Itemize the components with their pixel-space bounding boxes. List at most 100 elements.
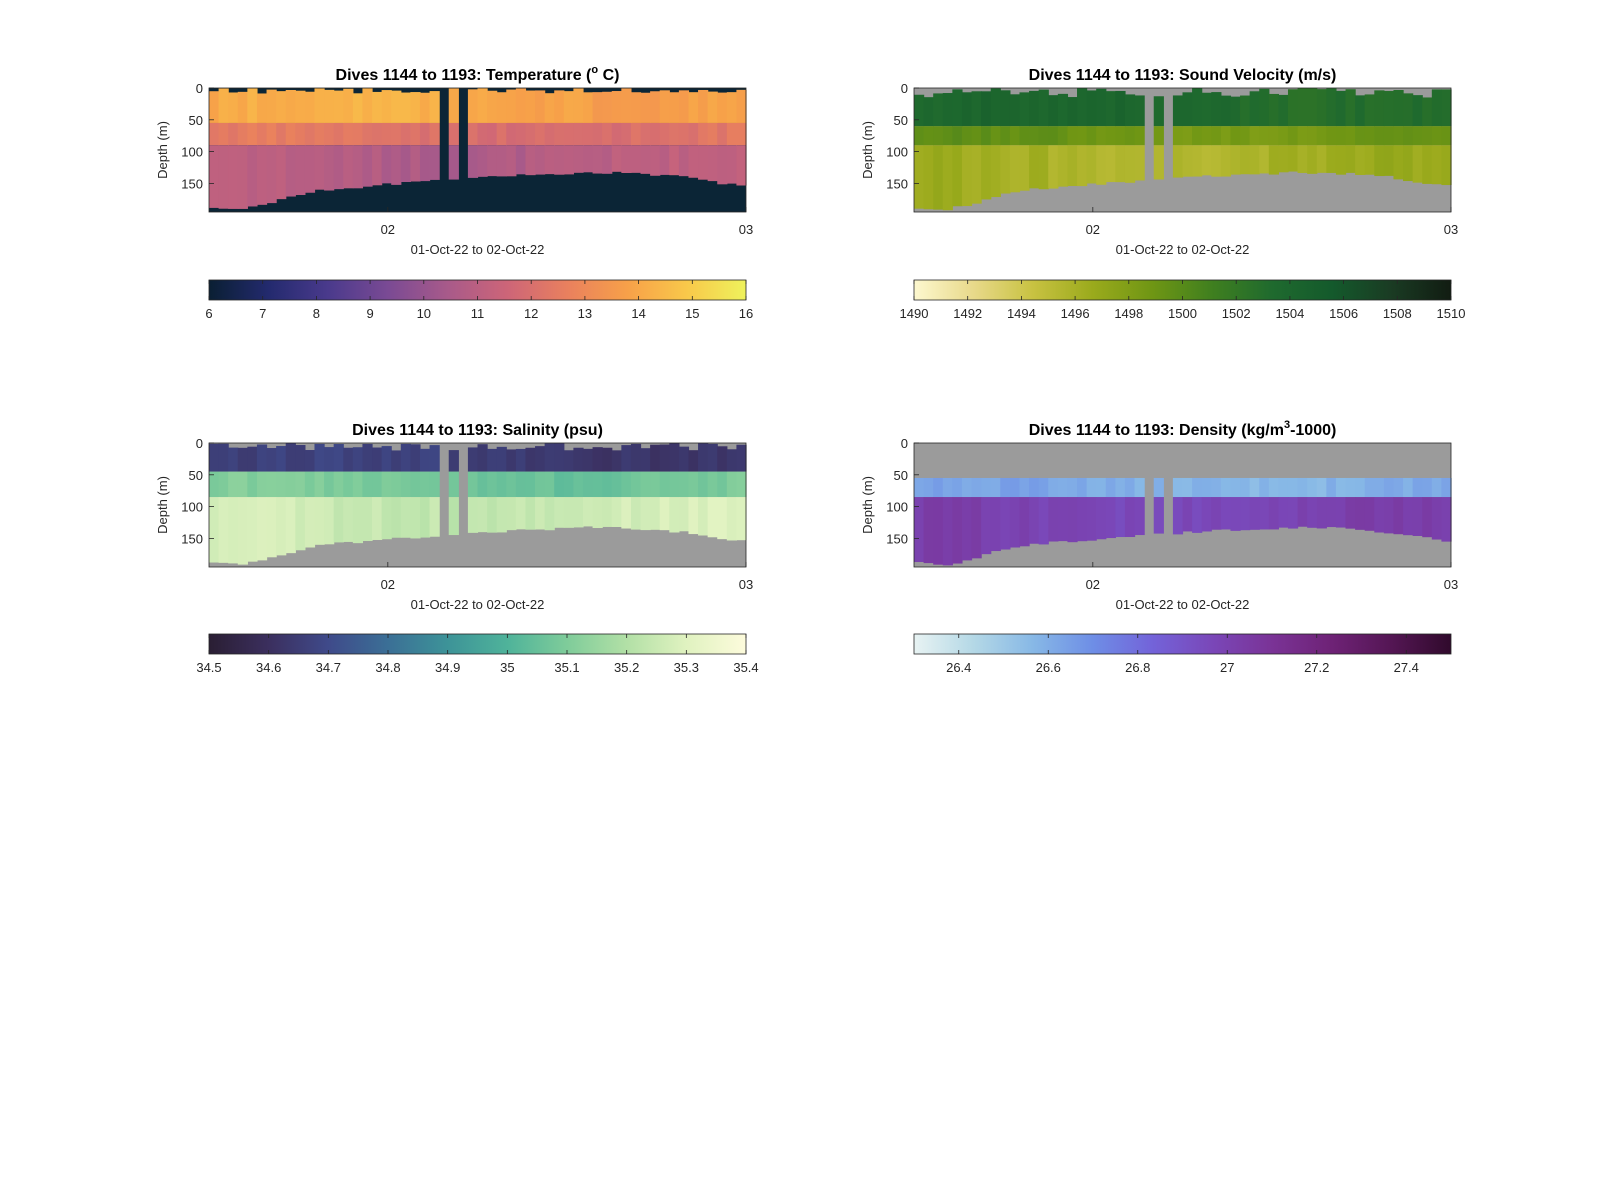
data-cell: [247, 122, 258, 146]
data-cell: [1220, 145, 1232, 177]
data-cell: [942, 477, 953, 498]
data-cell: [1105, 126, 1116, 146]
data-cell: [1182, 497, 1193, 532]
data-cell: [1393, 145, 1404, 180]
data-cell: [410, 122, 421, 146]
data-cell: [582, 92, 594, 123]
data-cell: [477, 471, 488, 498]
data-cell: [736, 145, 747, 186]
data-cell: [1412, 126, 1423, 146]
data-cell: [688, 122, 699, 146]
data-cell: [717, 92, 728, 123]
data-cell: [256, 471, 268, 498]
data-cell: [592, 92, 603, 123]
data-cell: [981, 145, 992, 200]
data-cell: [419, 448, 431, 472]
data-cell: [602, 447, 613, 472]
data-cell: [391, 450, 402, 472]
data-cell: [1240, 126, 1251, 146]
data-cell: [621, 145, 632, 173]
y-tick-label: 100: [181, 500, 203, 515]
data-cell: [295, 471, 306, 498]
data-cell: [1335, 477, 1347, 498]
colorbar-tick-label: 1502: [1222, 306, 1251, 321]
data-cell: [515, 122, 527, 146]
data-cell: [410, 497, 421, 539]
colorbar-tick-label: 1496: [1061, 306, 1090, 321]
data-cell: [1201, 497, 1212, 532]
y-tick-label: 50: [189, 113, 203, 128]
data-cell: [688, 145, 699, 178]
data-cell: [1153, 126, 1164, 146]
data-cell: [1422, 97, 1433, 127]
colorbar-tick-label: 35.4: [733, 660, 758, 675]
data-cell: [923, 97, 934, 127]
data-cell: [698, 145, 709, 180]
data-cell: [343, 471, 354, 498]
data-cell: [1201, 145, 1212, 176]
data-cell: [1000, 497, 1011, 550]
data-cell: [1441, 477, 1452, 498]
data-cell: [218, 497, 229, 563]
data-cell: [640, 471, 651, 498]
data-cell: [717, 446, 728, 472]
colorbar-tick-label: 35.2: [614, 660, 639, 675]
data-cell: [218, 122, 229, 146]
data-cell: [544, 145, 555, 175]
data-cell: [544, 93, 555, 123]
data-cell: [467, 471, 479, 498]
data-cell: [707, 145, 718, 182]
data-cell: [1182, 92, 1193, 127]
x-tick-label: 03: [739, 577, 753, 592]
data-cell: [1326, 88, 1337, 127]
x-axis-label: 01-Oct-22 to 02-Oct-22: [1116, 242, 1250, 257]
axes-box: [208, 87, 747, 213]
data-cell: [1182, 126, 1193, 146]
data-cell: [1048, 145, 1059, 189]
data-cell: [1431, 497, 1443, 540]
data-cell: [554, 90, 565, 123]
data-cell: [1345, 89, 1356, 127]
data-cell: [1403, 477, 1414, 498]
data-cell: [535, 122, 546, 146]
data-cell: [1431, 89, 1443, 127]
data-cell: [324, 497, 335, 545]
data-cell: [314, 122, 325, 146]
data-cell: [1364, 94, 1375, 127]
data-cell: [1077, 126, 1088, 146]
colorbar: [913, 633, 1452, 655]
data-cell: [621, 497, 632, 529]
data-cell: [1345, 126, 1356, 146]
data-cell: [971, 126, 982, 146]
data-cell: [506, 471, 517, 498]
data-cell: [981, 126, 992, 146]
colorbar-tick-label: 27.2: [1304, 660, 1329, 675]
data-cell: [1096, 477, 1107, 498]
data-cell: [1307, 497, 1318, 528]
y-tick-label: 150: [181, 531, 203, 546]
chart-title: Dives 1144 to 1193: Density (kg/m3-1000): [1029, 419, 1337, 439]
data-cell: [477, 444, 488, 472]
y-axis-label: Depth (m): [860, 476, 875, 534]
data-cell: [678, 471, 690, 498]
data-cell: [1268, 477, 1279, 498]
data-cell: [717, 471, 728, 498]
data-cell: [1355, 497, 1366, 530]
colorbar-tick-label: 14: [631, 306, 645, 321]
data-cell: [1383, 477, 1395, 498]
data-cell: [1038, 477, 1049, 498]
data-cell: [256, 444, 268, 472]
data-cell: [1230, 126, 1241, 146]
data-cell: [400, 122, 411, 146]
data-cell: [304, 497, 316, 548]
data-cell: [621, 122, 632, 146]
data-cell: [1374, 126, 1385, 146]
data-cell: [295, 445, 306, 472]
data-cell: [1029, 126, 1040, 146]
data-cell: [1278, 497, 1289, 528]
data-cell: [1307, 477, 1318, 498]
data-cell: [650, 122, 661, 146]
data-cell: [496, 471, 507, 498]
data-cell: [707, 91, 718, 123]
x-tick-label: 02: [1086, 577, 1100, 592]
